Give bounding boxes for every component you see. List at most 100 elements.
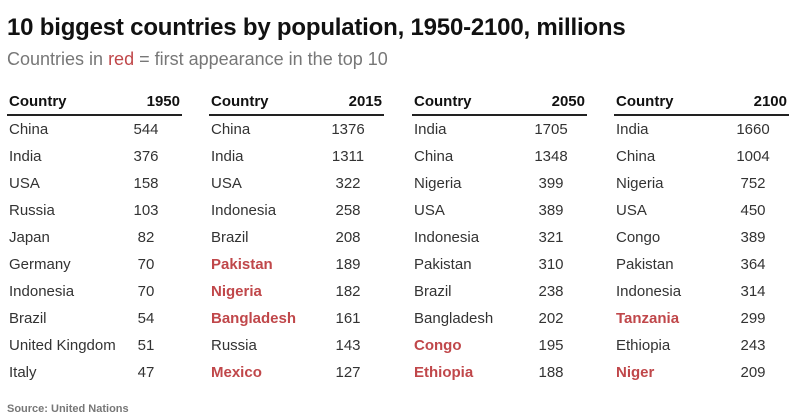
population-value: 1376 — [331, 121, 365, 138]
country-name: Russia — [9, 202, 55, 219]
country-name: Indonesia — [616, 283, 682, 300]
country-name: Pakistan — [414, 256, 472, 273]
table-2100: Country 2100 India 1660 China 1004 Nigeria 752 U… — [614, 93, 789, 386]
table-row: USA 322 — [209, 170, 384, 197]
table-row: India 1660 — [614, 116, 789, 143]
population-value: 54 — [137, 310, 155, 327]
country-name: India — [414, 121, 447, 138]
header-country: Country — [414, 93, 472, 110]
table-row: USA 158 — [7, 170, 182, 197]
page-title: 10 biggest countries by population, 1950… — [7, 14, 626, 41]
country-name: Mexico — [211, 364, 262, 381]
header-country: Country — [9, 93, 67, 110]
country-name: Nigeria — [616, 175, 664, 192]
population-value: 399 — [538, 175, 564, 192]
header-country: Country — [616, 93, 674, 110]
population-value: 208 — [335, 229, 361, 246]
population-value: 195 — [538, 337, 564, 354]
table-row: Pakistan 189 — [209, 251, 384, 278]
table-row: India 1311 — [209, 143, 384, 170]
population-value: 51 — [137, 337, 155, 354]
country-name: Nigeria — [414, 175, 462, 192]
table-row: Japan 82 — [7, 224, 182, 251]
table-row: Bangladesh 202 — [412, 305, 587, 332]
table-row: Russia 103 — [7, 197, 182, 224]
table-row: Ethiopia 188 — [412, 359, 587, 386]
population-value: 127 — [335, 364, 361, 381]
table-row: Pakistan 364 — [614, 251, 789, 278]
country-name: Indonesia — [9, 283, 75, 300]
country-name: China — [9, 121, 49, 138]
population-value: 209 — [740, 364, 766, 381]
table-row: USA 450 — [614, 197, 789, 224]
country-name: Ethiopia — [616, 337, 671, 354]
table-row: Russia 143 — [209, 332, 384, 359]
table-header: Country 2050 — [412, 93, 587, 116]
population-value: 321 — [538, 229, 564, 246]
table-row: Indonesia 314 — [614, 278, 789, 305]
country-name: USA — [211, 175, 242, 192]
table-row: Ethiopia 243 — [614, 332, 789, 359]
table-row: China 544 — [7, 116, 182, 143]
country-name: China — [616, 148, 656, 165]
population-value: 161 — [335, 310, 361, 327]
table-row: Indonesia 321 — [412, 224, 587, 251]
population-value: 238 — [538, 283, 564, 300]
population-value: 258 — [335, 202, 361, 219]
population-value: 189 — [335, 256, 361, 273]
header-year: 2050 — [551, 93, 585, 110]
table-row: Niger 209 — [614, 359, 789, 386]
population-value: 1348 — [534, 148, 568, 165]
population-value: 1311 — [331, 148, 365, 165]
country-name: Pakistan — [616, 256, 674, 273]
country-name: Nigeria — [211, 283, 262, 300]
population-value: 364 — [740, 256, 766, 273]
country-name: China — [414, 148, 454, 165]
country-name: USA — [616, 202, 647, 219]
country-name: Pakistan — [211, 256, 273, 273]
table-row: Italy 47 — [7, 359, 182, 386]
population-value: 376 — [133, 148, 159, 165]
subtitle-prefix: Countries in — [7, 49, 109, 69]
country-name: United Kingdom — [9, 337, 116, 354]
country-name: Indonesia — [211, 202, 277, 219]
table-1950: Country 1950 China 544 India 376 USA 158 Russia 1… — [7, 93, 182, 386]
table-row: Germany 70 — [7, 251, 182, 278]
subtitle-highlight: red — [108, 49, 135, 69]
population-value: 322 — [335, 175, 361, 192]
population-value: 70 — [137, 256, 155, 273]
country-name: Indonesia — [414, 229, 480, 246]
country-name: Ethiopia — [414, 364, 474, 381]
population-value: 47 — [137, 364, 155, 381]
population-value: 243 — [740, 337, 766, 354]
table-row: Nigeria 399 — [412, 170, 587, 197]
population-value: 1004 — [736, 148, 770, 165]
country-name: Brazil — [9, 310, 47, 327]
header-country: Country — [211, 93, 269, 110]
country-name: Germany — [9, 256, 71, 273]
table-row: Mexico 127 — [209, 359, 384, 386]
population-value: 143 — [335, 337, 361, 354]
country-name: India — [9, 148, 42, 165]
population-value: 314 — [740, 283, 766, 300]
country-name: India — [211, 148, 244, 165]
country-name: India — [616, 121, 649, 138]
table-row: Indonesia 70 — [7, 278, 182, 305]
country-name: Congo — [414, 337, 462, 354]
table-row: India 376 — [7, 143, 182, 170]
header-year: 2100 — [753, 93, 787, 110]
table-row: Pakistan 310 — [412, 251, 587, 278]
table-row: Nigeria 752 — [614, 170, 789, 197]
table-row: Brazil 54 — [7, 305, 182, 332]
table-row: Tanzania 299 — [614, 305, 789, 332]
country-name: Congo — [616, 229, 661, 246]
country-name: Bangladesh — [211, 310, 297, 327]
table-row: Congo 195 — [412, 332, 587, 359]
population-value: 1660 — [736, 121, 770, 138]
country-name: Japan — [9, 229, 50, 246]
table-row: China 1376 — [209, 116, 384, 143]
country-name: Bangladesh — [414, 310, 494, 327]
country-name: USA — [414, 202, 445, 219]
country-name: Niger — [616, 364, 655, 381]
population-value: 82 — [137, 229, 155, 246]
